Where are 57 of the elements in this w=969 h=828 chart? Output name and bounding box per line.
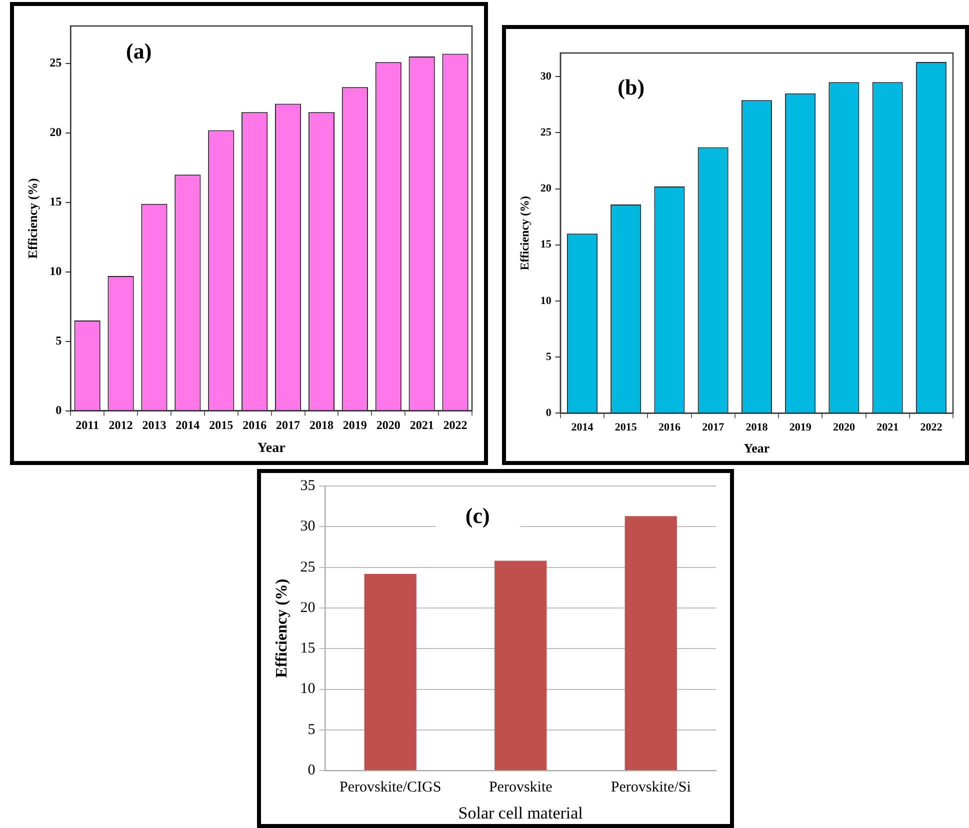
- y-tick-label: 15: [540, 238, 552, 251]
- y-tick-label: 35: [300, 478, 316, 494]
- y-tick-label: 10: [50, 264, 62, 278]
- y-tick-label: 20: [50, 125, 62, 140]
- y-tick-label: 0: [56, 402, 62, 417]
- y-tick-label: 0: [308, 762, 316, 779]
- y-tick-label: 10: [300, 681, 316, 698]
- x-tick-label: 2017: [702, 422, 725, 434]
- x-tick-label: 2019: [342, 418, 367, 432]
- x-tick-label: 2017: [276, 418, 300, 432]
- y-tick-label: 30: [300, 518, 316, 535]
- y-tick-label: 25: [50, 56, 62, 70]
- x-tick-label: 2016: [658, 422, 681, 434]
- x-tick-label: Perovskite: [488, 780, 553, 796]
- x-tick-label: 2015: [614, 422, 638, 434]
- bar: [494, 560, 547, 770]
- x-tick-label: 2018: [746, 422, 768, 434]
- x-tick-label: 2014: [571, 422, 594, 434]
- x-tick-label: Perovskite/Si: [610, 780, 691, 796]
- y-axis-title: Efficiency (%): [517, 196, 532, 270]
- y-axis-title: Efficiency (%): [274, 578, 291, 678]
- x-tick-label: 2014: [176, 418, 200, 432]
- x-tick-label: 2020: [376, 418, 400, 432]
- y-tick-label: 25: [300, 559, 316, 576]
- annotation: (c): [465, 502, 490, 528]
- y-tick-label: 15: [300, 640, 316, 657]
- y-tick-label: 10: [540, 294, 552, 307]
- y-tick-label: 0: [546, 407, 552, 420]
- x-tick-label: 2021: [876, 422, 899, 434]
- y-tick-label: 5: [546, 350, 552, 363]
- x-tick-label: 2012: [108, 418, 133, 432]
- annotation: (a): [126, 38, 152, 64]
- y-tick-label: 5: [56, 333, 62, 348]
- x-axis-title: Year: [744, 440, 770, 456]
- x-tick-label: 2022: [443, 418, 468, 432]
- x-tick-label: 2015: [209, 418, 234, 432]
- y-tick-label: 5: [308, 722, 316, 738]
- y-tick-label: 20: [300, 600, 316, 616]
- x-tick-label: 2021: [410, 418, 434, 432]
- x-tick-label: 2011: [76, 418, 99, 432]
- x-axis-title: Solar cell material: [458, 803, 584, 822]
- y-tick-label: 20: [540, 182, 552, 195]
- y-tick-label: 25: [540, 126, 552, 139]
- x-tick-label: 2020: [832, 422, 856, 434]
- x-tick-label: Perovskite/CIGS: [339, 780, 442, 796]
- x-tick-label: 2022: [920, 422, 943, 434]
- y-tick-label: 15: [50, 194, 62, 209]
- x-axis-title: Year: [257, 441, 286, 456]
- annotation: (b): [618, 74, 645, 100]
- bar: [624, 516, 677, 770]
- x-tick-label: 2016: [242, 418, 267, 432]
- y-axis-title: Efficiency (%): [25, 178, 40, 259]
- x-tick-label: 2013: [142, 418, 166, 432]
- x-tick-label: 2018: [309, 418, 334, 432]
- bar: [364, 574, 416, 770]
- x-tick-label: 2019: [789, 422, 812, 434]
- y-tick-label: 30: [540, 70, 552, 82]
